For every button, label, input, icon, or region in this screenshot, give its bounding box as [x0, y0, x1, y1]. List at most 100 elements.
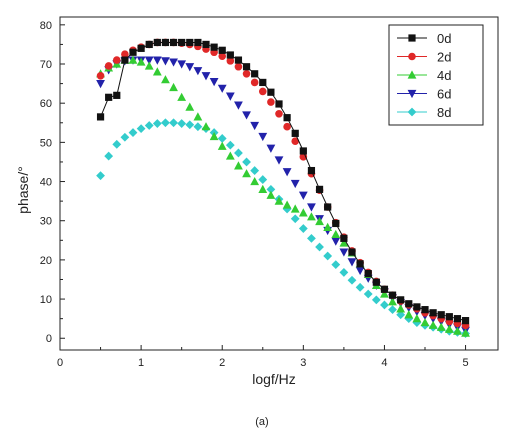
- data-point-8d: [380, 300, 389, 310]
- data-point-0d: [105, 93, 113, 101]
- data-point-0d: [251, 70, 259, 78]
- data-point-6d: [169, 58, 178, 67]
- data-point-0d: [364, 270, 372, 278]
- data-point-4d: [185, 102, 195, 111]
- data-point-4d: [307, 212, 316, 221]
- data-point-4d: [436, 322, 446, 331]
- data-point-6d: [234, 101, 243, 110]
- data-point-0d: [348, 248, 356, 256]
- data-point-2d: [250, 78, 259, 87]
- data-point-6d: [177, 60, 187, 69]
- data-point-6d: [225, 92, 235, 101]
- data-point-0d: [194, 38, 202, 47]
- data-point-4d: [420, 317, 430, 327]
- data-point-6d: [217, 84, 227, 93]
- data-point-0d: [283, 114, 291, 122]
- data-point-0d: [242, 63, 251, 71]
- x-tick-label: 4: [381, 357, 387, 369]
- data-point-8d: [136, 124, 146, 134]
- data-point-0d: [291, 129, 299, 137]
- data-point-6d: [144, 56, 154, 65]
- data-point-0d: [388, 291, 397, 299]
- data-point-4d: [258, 184, 268, 193]
- data-point-4d: [323, 222, 333, 231]
- data-point-0d: [169, 38, 178, 47]
- data-point-4d: [412, 314, 422, 323]
- data-point-6d: [282, 168, 292, 177]
- data-point-8d: [331, 260, 341, 269]
- data-point-6d: [347, 258, 357, 267]
- data-point-0d: [372, 278, 380, 286]
- legend-label-2d: 2d: [437, 50, 451, 65]
- data-point-2d: [275, 109, 283, 118]
- data-point-2d: [96, 71, 105, 80]
- data-point-6d: [339, 248, 349, 257]
- data-point-4d: [298, 208, 308, 217]
- data-point-2d: [291, 137, 300, 145]
- data-point-8d: [193, 122, 203, 132]
- data-point-2d: [121, 50, 129, 59]
- data-point-6d: [193, 67, 203, 76]
- series-line-0d: [100, 42, 466, 322]
- data-point-6d: [161, 57, 170, 66]
- data-point-4d: [242, 169, 251, 178]
- y-tick-label: 10: [40, 294, 52, 306]
- data-point-8d: [258, 175, 268, 184]
- data-point-0d: [275, 100, 283, 108]
- data-point-4d: [461, 328, 470, 337]
- data-point-0d: [153, 38, 161, 47]
- data-point-2d: [218, 52, 227, 60]
- data-point-2d: [267, 98, 275, 106]
- legend-label-0d: 0d: [437, 31, 451, 46]
- data-point-0d: [380, 285, 389, 293]
- x-axis-title: logf/Hz: [252, 371, 296, 387]
- data-point-4d: [177, 92, 187, 101]
- data-point-0d: [161, 38, 170, 47]
- data-point-4d: [144, 61, 154, 70]
- data-point-0d: [405, 300, 413, 308]
- legend-marker-0d: [408, 34, 416, 42]
- data-point-8d: [363, 289, 373, 299]
- data-point-4d: [266, 190, 276, 199]
- data-point-4d: [339, 238, 349, 247]
- y-axis-title: phase/°: [15, 166, 31, 214]
- data-point-8d: [396, 310, 406, 320]
- data-point-0d: [210, 43, 218, 51]
- data-point-0d: [218, 46, 226, 54]
- data-point-2d: [283, 122, 291, 131]
- data-point-4d: [209, 131, 219, 141]
- data-point-0d: [340, 234, 348, 242]
- series-0d: [96, 38, 470, 325]
- data-point-8d: [388, 305, 397, 315]
- data-point-8d: [120, 132, 130, 142]
- data-point-8d: [355, 282, 365, 292]
- y-tick-label: 0: [46, 333, 52, 345]
- data-point-0d: [453, 315, 462, 323]
- data-point-4d: [444, 324, 454, 333]
- data-point-8d: [96, 171, 105, 181]
- data-point-0d: [113, 91, 121, 99]
- data-point-0d: [307, 166, 316, 175]
- data-point-0d: [137, 44, 145, 52]
- data-point-4d: [225, 151, 235, 160]
- data-point-4d: [404, 310, 414, 319]
- data-point-6d: [355, 266, 365, 276]
- data-point-0d: [461, 317, 470, 325]
- y-tick-label: 30: [40, 216, 52, 228]
- data-point-4d: [234, 161, 243, 170]
- data-point-8d: [234, 148, 243, 158]
- data-point-6d: [258, 132, 268, 142]
- data-point-2d: [226, 57, 235, 65]
- data-point-4d: [453, 326, 462, 335]
- data-point-4d: [201, 122, 211, 131]
- data-point-0d: [121, 56, 129, 64]
- data-point-4d: [128, 55, 138, 64]
- data-point-6d: [290, 179, 300, 189]
- plot-frame: [59, 16, 499, 351]
- data-point-0d: [145, 40, 153, 49]
- data-point-8d: [307, 233, 316, 243]
- data-point-4d: [282, 200, 292, 209]
- data-point-4d: [331, 229, 341, 239]
- data-point-0d: [178, 38, 186, 47]
